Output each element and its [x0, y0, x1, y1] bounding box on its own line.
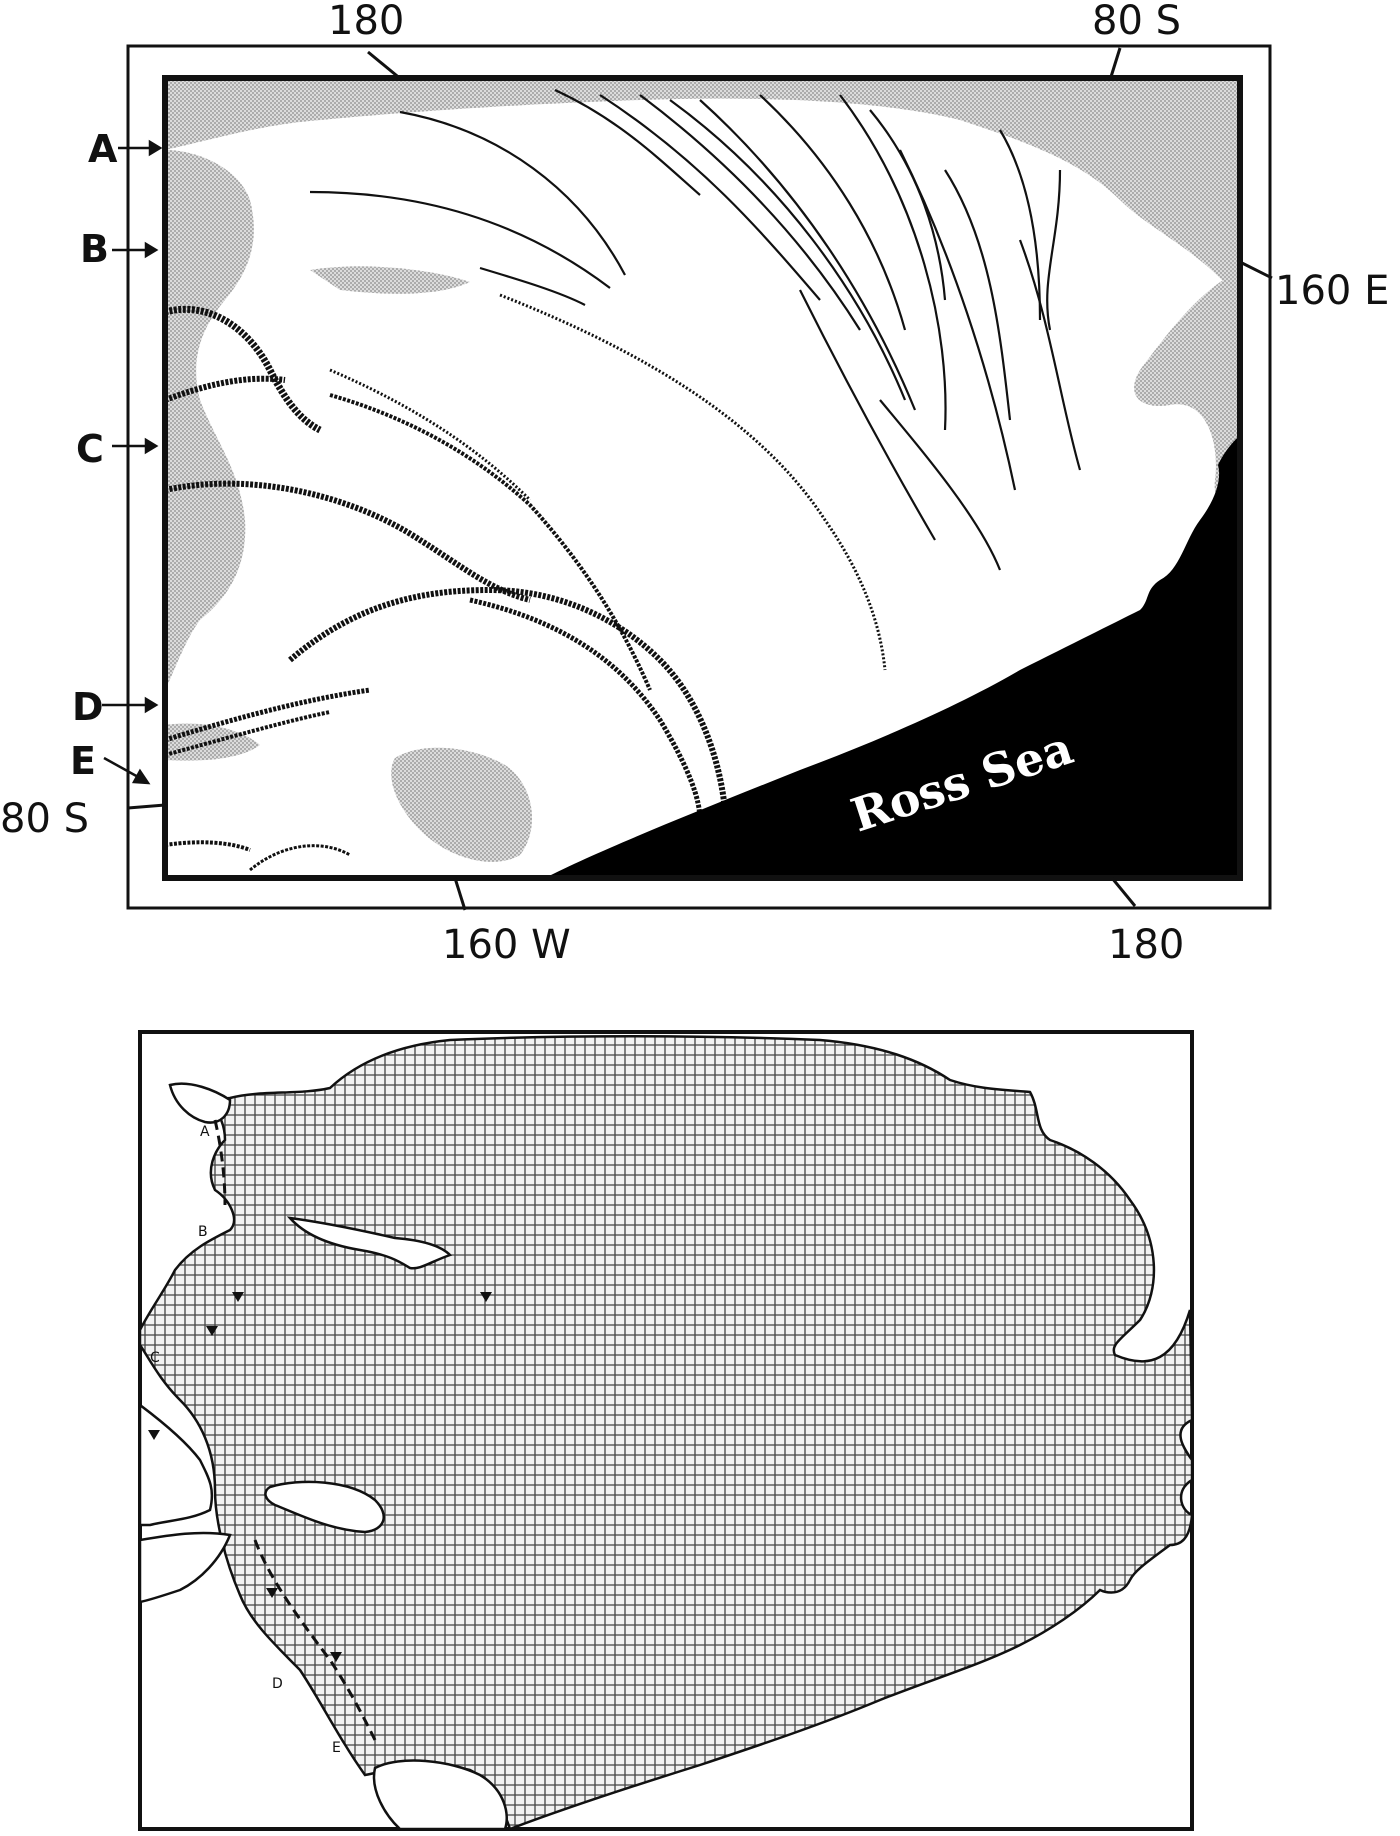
stipple-region-top — [165, 78, 1240, 300]
stream-label-e: E — [70, 739, 96, 783]
coord-label-bottom-160w: 160 W — [442, 922, 571, 968]
stream-arrows-top — [102, 139, 163, 785]
coord-label-top-180: 180 — [328, 0, 404, 44]
stipple-region-left — [165, 150, 254, 690]
stipple-region-island — [391, 747, 532, 862]
flow-lines-dotted — [329, 293, 887, 671]
stream-label-bottom-b: B — [198, 1224, 208, 1240]
ice-stream-margins — [165, 305, 728, 872]
stream-label-bottom-d: D — [272, 1676, 283, 1692]
coord-label-top-80s: 80 S — [1092, 0, 1181, 44]
gridded-ice-shelf — [140, 1035, 1192, 1829]
ice-shelf-area — [165, 78, 1240, 878]
grounded-left-low — [140, 1531, 232, 1604]
ross-sea — [545, 435, 1240, 878]
top-map: 180 80 S 160 E 80 S 160 W 180 A B C D E … — [0, 0, 1389, 968]
stream-label-a: A — [88, 127, 118, 171]
coordinate-ticks — [127, 47, 1273, 911]
stream-label-bottom-c: C — [150, 1350, 160, 1366]
island-upper — [286, 1216, 453, 1270]
top-map-inner-frame — [162, 75, 1243, 881]
coord-label-right-160e: 160 E — [1275, 268, 1389, 314]
flow-lines-thin — [309, 89, 1082, 571]
grounding-line-dashes — [213, 1119, 377, 1741]
stream-label-bottom-e: E — [332, 1740, 341, 1756]
stream-labels-bottom: A B C D E — [150, 1124, 341, 1756]
island-roosevelt-like — [264, 1480, 385, 1534]
stream-label-bottom-a: A — [200, 1124, 210, 1140]
bottom-map: A B C D E — [138, 1030, 1194, 1831]
stream-labels-top: A B C D E — [70, 127, 118, 783]
stipple-region-right — [1134, 270, 1240, 525]
island-lower — [372, 1759, 508, 1829]
stream-label-b: B — [80, 227, 109, 271]
stipple-region-band — [310, 266, 470, 294]
grounded-left-mid — [140, 1403, 214, 1527]
stream-label-c: C — [76, 427, 104, 471]
coord-label-bottom-180: 180 — [1108, 922, 1184, 968]
flow-markers — [148, 1292, 492, 1662]
grounded-left-top — [168, 1082, 232, 1124]
stream-label-d: D — [72, 685, 104, 729]
top-map-outer-frame — [126, 44, 1272, 910]
coord-label-left-80s: 80 S — [0, 796, 89, 842]
